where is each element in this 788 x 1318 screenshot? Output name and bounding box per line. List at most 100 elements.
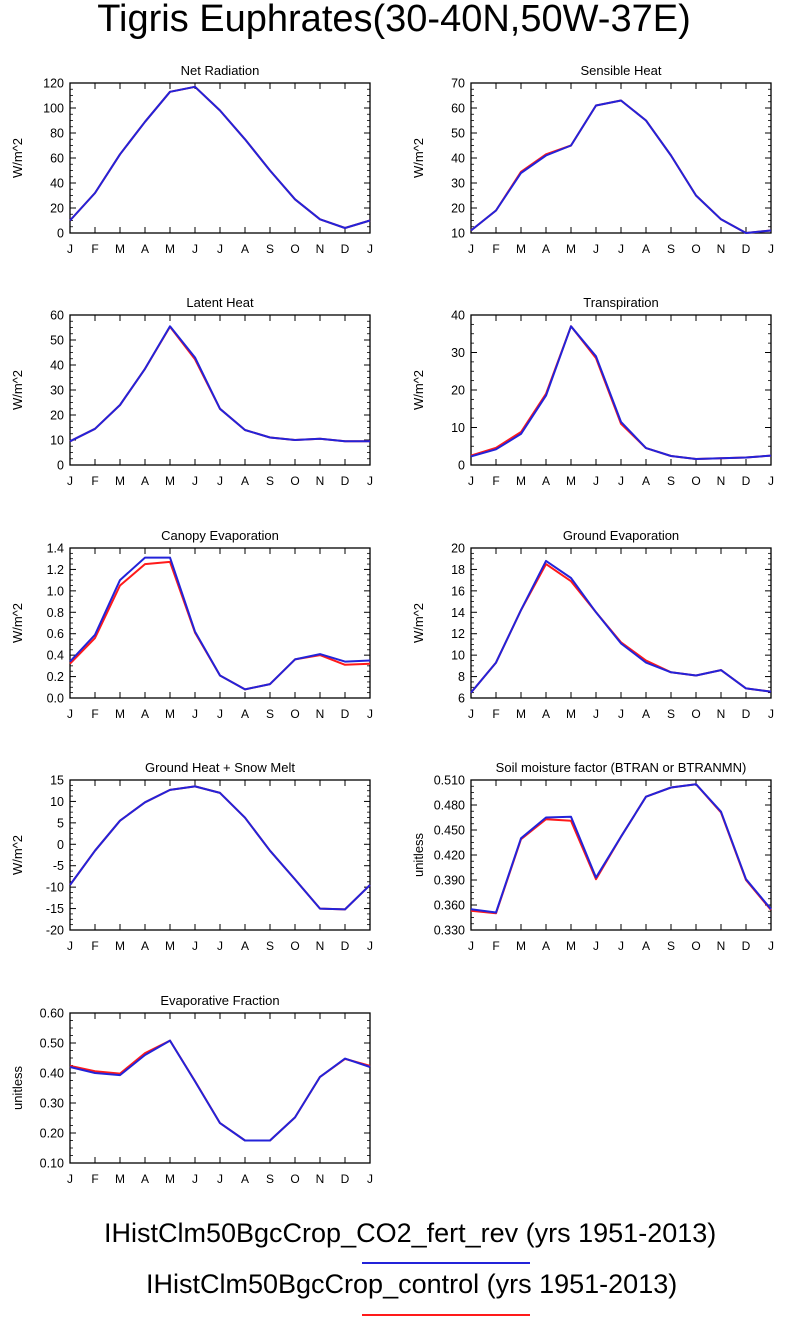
x-tick-label: J xyxy=(768,242,774,256)
y-tick-label: 0.2 xyxy=(47,670,64,684)
x-tick-label: J xyxy=(468,707,474,721)
y-tick-label: 1.2 xyxy=(47,563,64,577)
x-tick-label: J xyxy=(468,242,474,256)
x-tick-label: F xyxy=(492,707,499,721)
y-tick-label: -15 xyxy=(46,902,64,916)
series-line-rev xyxy=(470,99,772,234)
y-tick-label: 10 xyxy=(451,649,465,663)
legend-label: IHistClm50BgcCrop_control (yrs 1951-2013… xyxy=(146,1269,678,1299)
series-line-control xyxy=(470,99,772,234)
y-axis-label: W/m^2 xyxy=(10,835,25,875)
y-axis-label: W/m^2 xyxy=(10,603,25,643)
y-tick-label: 0.510 xyxy=(434,774,465,788)
plot-frame xyxy=(69,1012,371,1164)
y-tick-label: -20 xyxy=(46,924,64,938)
y-tick-label: 20 xyxy=(451,202,465,216)
x-tick-label: J xyxy=(192,707,198,721)
y-tick-label: 10 xyxy=(451,227,465,241)
plot-frame xyxy=(470,547,772,699)
x-tick-label: S xyxy=(667,474,675,488)
x-tick-label: J xyxy=(67,474,73,488)
x-tick-label: J xyxy=(217,707,223,721)
y-tick-label: 0.10 xyxy=(40,1157,64,1171)
x-tick-label: S xyxy=(266,242,274,256)
x-tick-label: A xyxy=(642,707,650,721)
x-tick-label: J xyxy=(217,242,223,256)
panel-title: Canopy Evaporation xyxy=(161,528,279,543)
legend-swatch xyxy=(362,1314,530,1316)
x-tick-label: A xyxy=(542,939,550,953)
y-tick-label: 70 xyxy=(451,77,465,91)
x-tick-label: O xyxy=(691,242,700,256)
y-tick-label: 0.0 xyxy=(47,692,64,706)
x-tick-label: S xyxy=(667,707,675,721)
series-line-rev xyxy=(470,559,772,694)
y-axis-label: W/m^2 xyxy=(411,138,426,178)
series-line-rev xyxy=(69,1039,371,1142)
y-tick-label: 20 xyxy=(50,409,64,423)
panel-title: Sensible Heat xyxy=(581,63,662,78)
series-line-rev xyxy=(69,556,371,691)
y-tick-label: 0.4 xyxy=(47,649,64,663)
y-tick-label: 20 xyxy=(451,384,465,398)
x-tick-label: A xyxy=(542,707,550,721)
x-tick-label: M xyxy=(115,242,125,256)
y-tick-label: 40 xyxy=(50,359,64,373)
y-tick-label: 0.450 xyxy=(434,824,465,838)
x-tick-label: N xyxy=(316,242,325,256)
x-tick-label: J xyxy=(367,242,373,256)
series-line-control xyxy=(69,325,370,443)
series-line-control xyxy=(470,325,772,460)
y-tick-label: 16 xyxy=(451,584,465,598)
x-tick-label: J xyxy=(192,1172,198,1186)
x-tick-label: N xyxy=(717,242,726,256)
x-tick-label: A xyxy=(141,242,149,256)
y-tick-label: 0.8 xyxy=(47,606,64,620)
x-tick-label: F xyxy=(492,474,499,488)
x-tick-label: F xyxy=(492,939,499,953)
x-tick-label: M xyxy=(516,707,526,721)
legend-swatch xyxy=(362,1262,530,1264)
x-tick-label: A xyxy=(241,707,249,721)
y-tick-label: 15 xyxy=(50,774,64,788)
y-tick-label: 60 xyxy=(451,102,465,116)
y-axis-label: unitless xyxy=(411,832,426,877)
y-tick-label: 0.480 xyxy=(434,799,465,813)
y-tick-label: 0.330 xyxy=(434,924,465,938)
x-tick-label: D xyxy=(341,707,350,721)
y-tick-label: -10 xyxy=(46,881,64,895)
y-tick-label: 0.390 xyxy=(434,874,465,888)
x-tick-label: N xyxy=(316,1172,325,1186)
x-tick-label: D xyxy=(341,474,350,488)
plot-frame xyxy=(470,314,772,466)
x-tick-label: A xyxy=(141,707,149,721)
x-tick-label: J xyxy=(618,707,624,721)
y-tick-label: 40 xyxy=(451,152,465,166)
x-tick-label: J xyxy=(67,1172,73,1186)
x-tick-label: A xyxy=(141,939,149,953)
x-tick-label: N xyxy=(316,474,325,488)
x-tick-label: F xyxy=(492,242,499,256)
x-tick-label: J xyxy=(593,707,599,721)
y-tick-label: 0.60 xyxy=(40,1007,64,1021)
y-tick-label: 0.420 xyxy=(434,849,465,863)
x-tick-label: F xyxy=(91,1172,98,1186)
x-tick-label: O xyxy=(290,707,299,721)
y-axis-label: unitless xyxy=(10,1065,25,1110)
y-tick-label: 10 xyxy=(50,795,64,809)
plot-frame xyxy=(470,82,772,234)
plot-frame xyxy=(69,779,371,931)
y-tick-label: 100 xyxy=(43,102,64,116)
x-tick-label: O xyxy=(290,939,299,953)
y-tick-label: 10 xyxy=(451,421,465,435)
x-tick-label: O xyxy=(290,242,299,256)
x-tick-label: J xyxy=(618,474,624,488)
x-tick-label: M xyxy=(516,474,526,488)
plot-frame xyxy=(69,82,371,234)
x-tick-label: A xyxy=(241,939,249,953)
legend-label: IHistClm50BgcCrop_CO2_fert_rev (yrs 1951… xyxy=(104,1218,717,1248)
